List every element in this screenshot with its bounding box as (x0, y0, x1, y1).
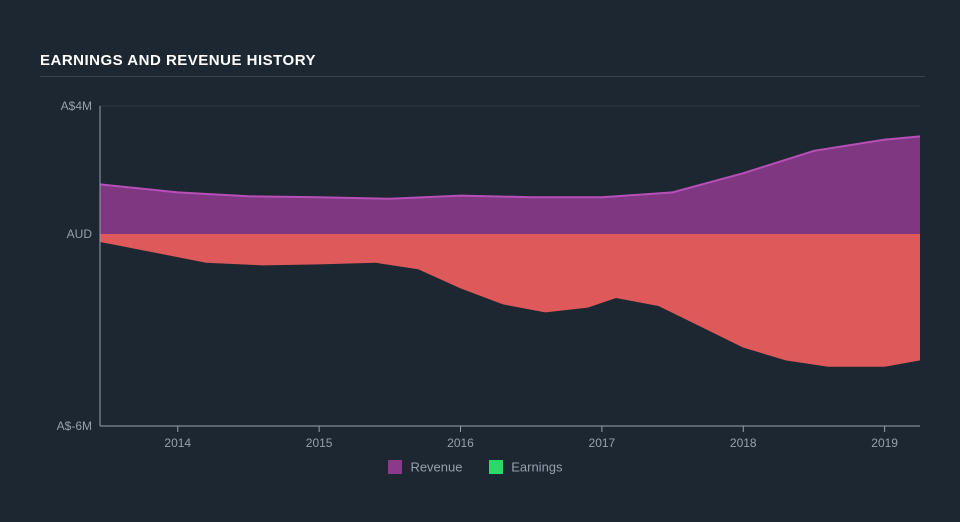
x-tick-label: 2014 (164, 436, 191, 450)
chart-title: EARNINGS AND REVENUE HISTORY (40, 52, 316, 69)
legend-swatch (489, 460, 503, 474)
x-tick-label: 2019 (871, 436, 898, 450)
plot-area (100, 106, 920, 426)
y-tick-label: A$4M (61, 99, 92, 113)
x-tick-label: 2016 (447, 436, 474, 450)
chart-root: EARNINGS AND REVENUE HISTORY 2014 2015 2016… (0, 0, 960, 522)
series-area (100, 136, 920, 234)
title-rule (40, 76, 925, 77)
x-tick-label: 2017 (589, 436, 616, 450)
y-tick-label: A$-6M (57, 419, 92, 433)
legend-label: Earnings (511, 460, 562, 475)
x-tick-label: 2018 (730, 436, 757, 450)
y-tick-label: AUD (67, 227, 92, 241)
legend-label: Revenue (410, 460, 462, 475)
legend-swatch (388, 460, 402, 474)
x-tick-label: 2015 (306, 436, 333, 450)
series-area (100, 234, 920, 367)
